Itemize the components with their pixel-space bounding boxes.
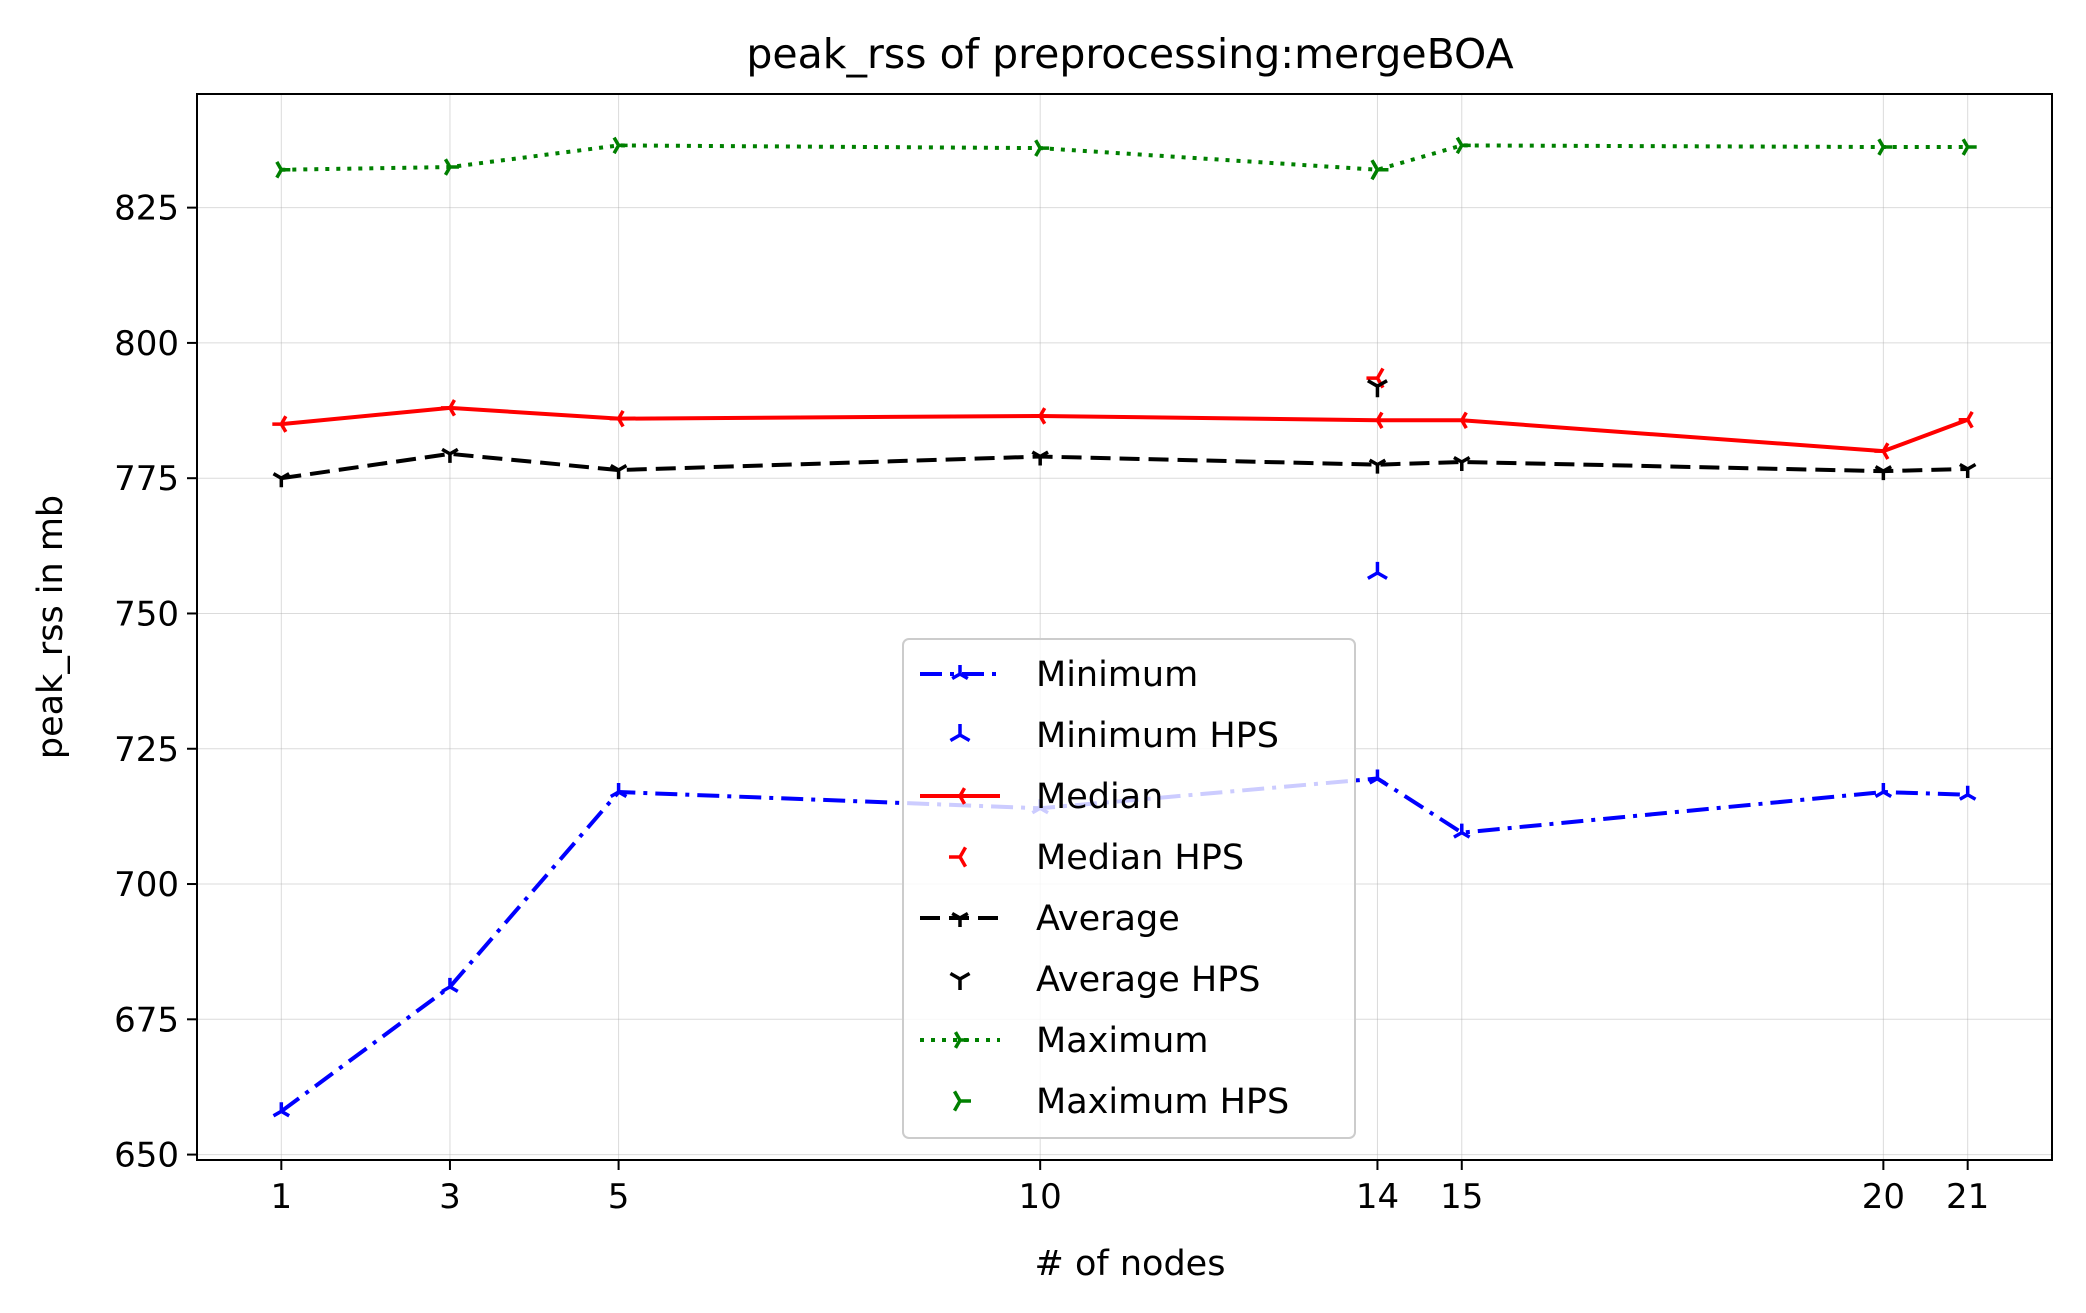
average-point bbox=[1368, 458, 1387, 474]
legend-item-median-hps: Median HPS bbox=[949, 838, 1244, 878]
legend-label: Median bbox=[1036, 777, 1163, 817]
series-layer bbox=[272, 136, 1977, 1118]
legend-label: Average bbox=[1036, 899, 1180, 939]
legend-marker bbox=[949, 724, 971, 743]
series-average bbox=[272, 447, 1977, 488]
median-point bbox=[1031, 407, 1047, 425]
average-point bbox=[609, 464, 628, 480]
x-tick-label: 5 bbox=[608, 1177, 630, 1217]
average-point bbox=[1453, 455, 1471, 471]
minimum-point bbox=[1874, 783, 1893, 799]
x-tick-label: 3 bbox=[439, 1177, 461, 1217]
plot-frame bbox=[196, 93, 2053, 1161]
legend-item-average: Average bbox=[920, 899, 1180, 939]
legend-item-minimum: Minimum bbox=[920, 655, 1198, 695]
x-tick-label: 14 bbox=[1356, 1177, 1399, 1217]
average-line bbox=[281, 451, 1968, 481]
legend-label: Maximum bbox=[1036, 1021, 1208, 1061]
legend-label: Median HPS bbox=[1036, 838, 1244, 878]
median-point bbox=[1874, 442, 1890, 460]
minimum-hps-point bbox=[1367, 561, 1388, 580]
median-point bbox=[1368, 411, 1384, 429]
legend-item-median: Median bbox=[920, 777, 1163, 817]
y-tick-label: 675 bbox=[114, 1000, 179, 1040]
y-tick-label: 800 bbox=[114, 324, 179, 364]
median-point bbox=[1452, 411, 1468, 429]
legend-marker bbox=[952, 1090, 971, 1112]
series-average-hps bbox=[1367, 379, 1388, 398]
minimum-point bbox=[1958, 785, 1977, 801]
average-point bbox=[272, 472, 291, 488]
legend-marker bbox=[949, 971, 971, 990]
x-tick-label: 20 bbox=[1862, 1177, 1905, 1217]
y-tick-label: 700 bbox=[114, 865, 179, 905]
minimum-point bbox=[272, 1102, 291, 1118]
y-axis-title: peak_rss in mb bbox=[31, 495, 71, 759]
x-axis-title: # of nodes bbox=[1035, 1244, 1226, 1284]
legend-marker bbox=[953, 1031, 969, 1049]
median-line bbox=[281, 405, 1969, 454]
series-median bbox=[272, 399, 1974, 460]
x-tick-label: 10 bbox=[1019, 1177, 1062, 1217]
x-axis: 1 3 5 10 14 15 20 21 bbox=[270, 1160, 1989, 1217]
legend-item-average-hps: Average HPS bbox=[949, 960, 1261, 1000]
maximum-point bbox=[275, 161, 291, 179]
average-hps-point bbox=[1367, 379, 1388, 398]
minimum-point bbox=[441, 977, 459, 993]
median-point bbox=[272, 415, 288, 433]
minimum-point bbox=[609, 783, 628, 799]
legend-box bbox=[902, 638, 1356, 1139]
x-tick-label: 15 bbox=[1440, 1177, 1483, 1217]
series-maximum-hps bbox=[1370, 159, 1389, 181]
legend-item-maximum: Maximum bbox=[920, 1021, 1208, 1061]
legend-marker bbox=[951, 911, 969, 927]
maximum-point bbox=[443, 158, 459, 176]
x-tick-label: 21 bbox=[1946, 1177, 1989, 1217]
legend-label: Minimum bbox=[1036, 655, 1198, 695]
legend-label: Minimum HPS bbox=[1036, 716, 1279, 756]
y-tick-label: 725 bbox=[114, 730, 179, 770]
maximum-hps-point bbox=[1370, 159, 1389, 181]
median-point bbox=[1958, 411, 1974, 429]
average-point bbox=[1031, 450, 1049, 466]
median-point bbox=[609, 409, 625, 428]
chart-title: peak_rss of preprocessing:mergeBOA bbox=[746, 30, 1513, 78]
y-tick-label: 775 bbox=[114, 459, 179, 499]
median-point bbox=[440, 399, 456, 417]
maximum-point bbox=[1455, 136, 1471, 155]
minimum-point bbox=[1453, 823, 1471, 839]
legend-label: Maximum HPS bbox=[1036, 1082, 1289, 1122]
average-point bbox=[1874, 465, 1893, 481]
y-tick-label: 750 bbox=[114, 594, 179, 634]
legend-label: Average HPS bbox=[1036, 960, 1261, 1000]
legend-marker bbox=[951, 787, 967, 805]
legend: Minimum Minimum HPS Median Median HPS Averag… bbox=[902, 638, 1356, 1139]
maximum-point bbox=[1877, 138, 1893, 156]
y-axis: 650 675 700 725 750 775 800 825 bbox=[114, 189, 197, 1176]
legend-item-maximum-hps: Maximum HPS bbox=[952, 1082, 1289, 1122]
y-tick-label: 650 bbox=[114, 1136, 179, 1176]
minimum-point bbox=[1368, 769, 1387, 785]
x-tick-label: 1 bbox=[270, 1177, 292, 1217]
maximum-point bbox=[1034, 139, 1050, 157]
maximum-point bbox=[1961, 138, 1977, 156]
average-point bbox=[1958, 462, 1977, 478]
average-point bbox=[441, 447, 459, 463]
legend-marker bbox=[949, 846, 968, 868]
series-minimum-hps bbox=[1367, 561, 1388, 580]
legend-item-minimum-hps: Minimum HPS bbox=[949, 716, 1279, 756]
legend-marker bbox=[951, 665, 969, 681]
maximum-point bbox=[612, 136, 628, 155]
y-tick-label: 825 bbox=[114, 189, 179, 229]
